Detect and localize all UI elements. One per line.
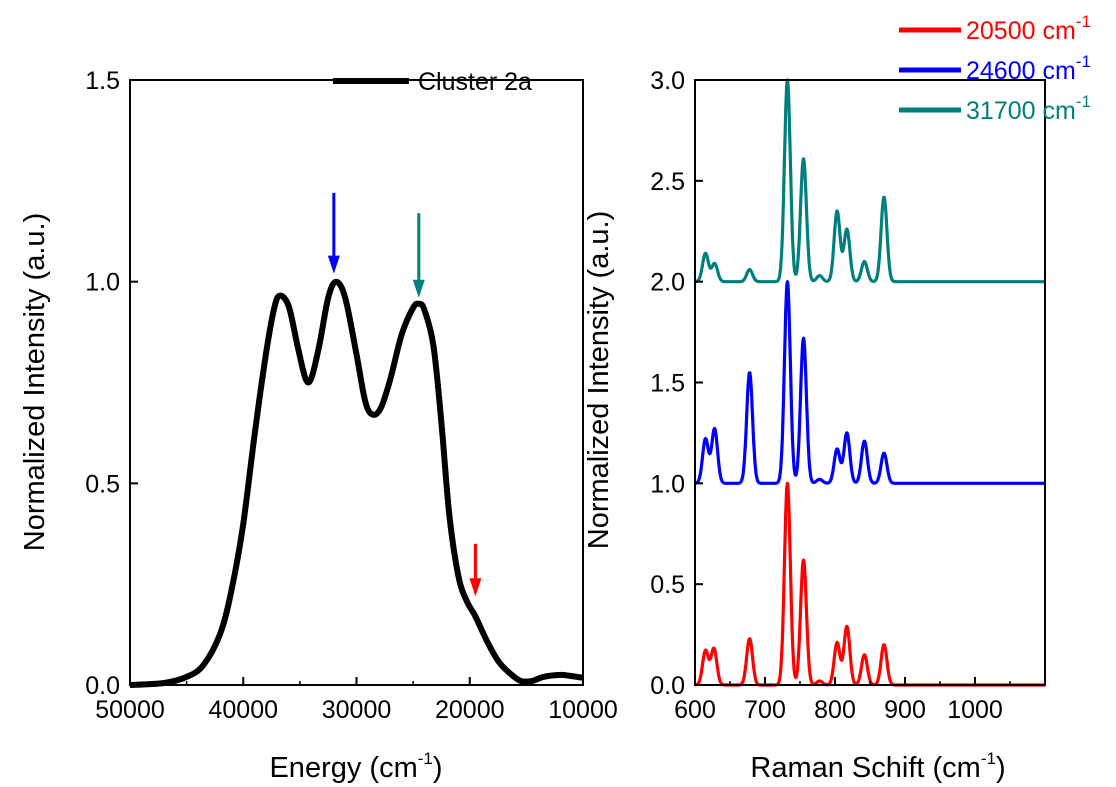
left-legend-label: Cluster 2a: [418, 68, 532, 96]
legend-label-24600: 24600 cm-1: [966, 52, 1091, 85]
left-y-tick-label: 0.0: [85, 672, 120, 700]
right-legend-entry-31700: 31700 cm-1: [899, 92, 1091, 125]
left-plot-frame: [129, 79, 584, 686]
right-y-tick-label: 0.0: [650, 672, 685, 700]
right-x-tick-label: 1000: [947, 696, 1003, 724]
right-x-axis-label: Raman Schift (cm-1): [750, 749, 1005, 784]
right-x-tick-label: 700: [744, 696, 786, 724]
left-x-ticks: 50000 40000 30000 20000 10000: [95, 677, 618, 724]
left-x-tick-label: 50000: [95, 696, 165, 724]
legend-label-20500: 20500 cm-1: [966, 12, 1091, 45]
right-series-layer: [694, 78, 1046, 687]
annotation-arrow-0: [327, 192, 340, 274]
right-y-tick-label: 2.5: [650, 168, 685, 196]
right-legend: 20500 cm-1 24600 cm-1 31700 cm-1: [899, 12, 1091, 125]
series-line-31700: [694, 78, 1046, 284]
left-x-tick-label: 10000: [548, 696, 618, 724]
right-legend-entry-20500: 20500 cm-1: [899, 12, 1091, 45]
annotation-arrow-2: [469, 543, 482, 597]
right-y-tick-label: 3.0: [650, 67, 685, 95]
left-x-axis-label: Energy (cm-1): [269, 749, 442, 784]
left-x-tick-label: 40000: [208, 696, 278, 724]
right-y-tick-label: 2.0: [650, 269, 685, 297]
right-x-tick-label: 900: [884, 696, 926, 724]
right-y-tick-label: 0.5: [650, 571, 685, 599]
left-legend: Cluster 2a: [333, 68, 532, 96]
series-line-24600: [694, 280, 1046, 485]
left-y-tick-label: 1.5: [85, 67, 120, 95]
right-x-tick-label: 800: [814, 696, 856, 724]
right-x-tick-label: 600: [674, 696, 716, 724]
right-x-ticks: 600 700 800 900 1000: [674, 677, 1011, 724]
right-y-tick-label: 1.5: [650, 370, 685, 398]
arrow-head: [327, 255, 340, 274]
series-line-20500: [694, 481, 1046, 687]
panel-left-energy-spectrum: 50000 40000 30000 20000 10000 0.0 0.5 1.0 1.5 E…: [19, 67, 618, 784]
right-legend-entry-24600: 24600 cm-1: [899, 52, 1091, 85]
left-y-axis-label: Normalized Intensity (a.u.): [19, 213, 51, 551]
left-y-tick-label: 0.5: [85, 470, 120, 498]
left-y-tick-label: 1.0: [85, 269, 120, 297]
right-y-axis-label: Normalized Intensity (a.u.): [583, 211, 615, 549]
left-y-ticks: 0.0 0.5 1.0 1.5: [85, 67, 138, 700]
panel-right-raman-spectra: 600 700 800 900 1000 0.0 0.5 1.0 1.5 2.0 2.5 3.0 R…: [583, 12, 1091, 784]
left-x-tick-label: 30000: [322, 696, 392, 724]
arrow-head: [469, 578, 482, 597]
left-x-tick-label: 20000: [435, 696, 505, 724]
right-y-ticks: 0.0 0.5 1.0 1.5 2.0 2.5 3.0: [650, 67, 703, 700]
arrow-head: [412, 279, 425, 298]
left-arrow-annotations: [327, 192, 482, 597]
right-y-tick-label: 1.0: [650, 470, 685, 498]
left-series-layer: [129, 278, 584, 688]
legend-label-31700: 31700 cm-1: [966, 92, 1091, 125]
series-line-cluster-2a: [129, 278, 584, 688]
annotation-arrow-1: [412, 213, 425, 298]
